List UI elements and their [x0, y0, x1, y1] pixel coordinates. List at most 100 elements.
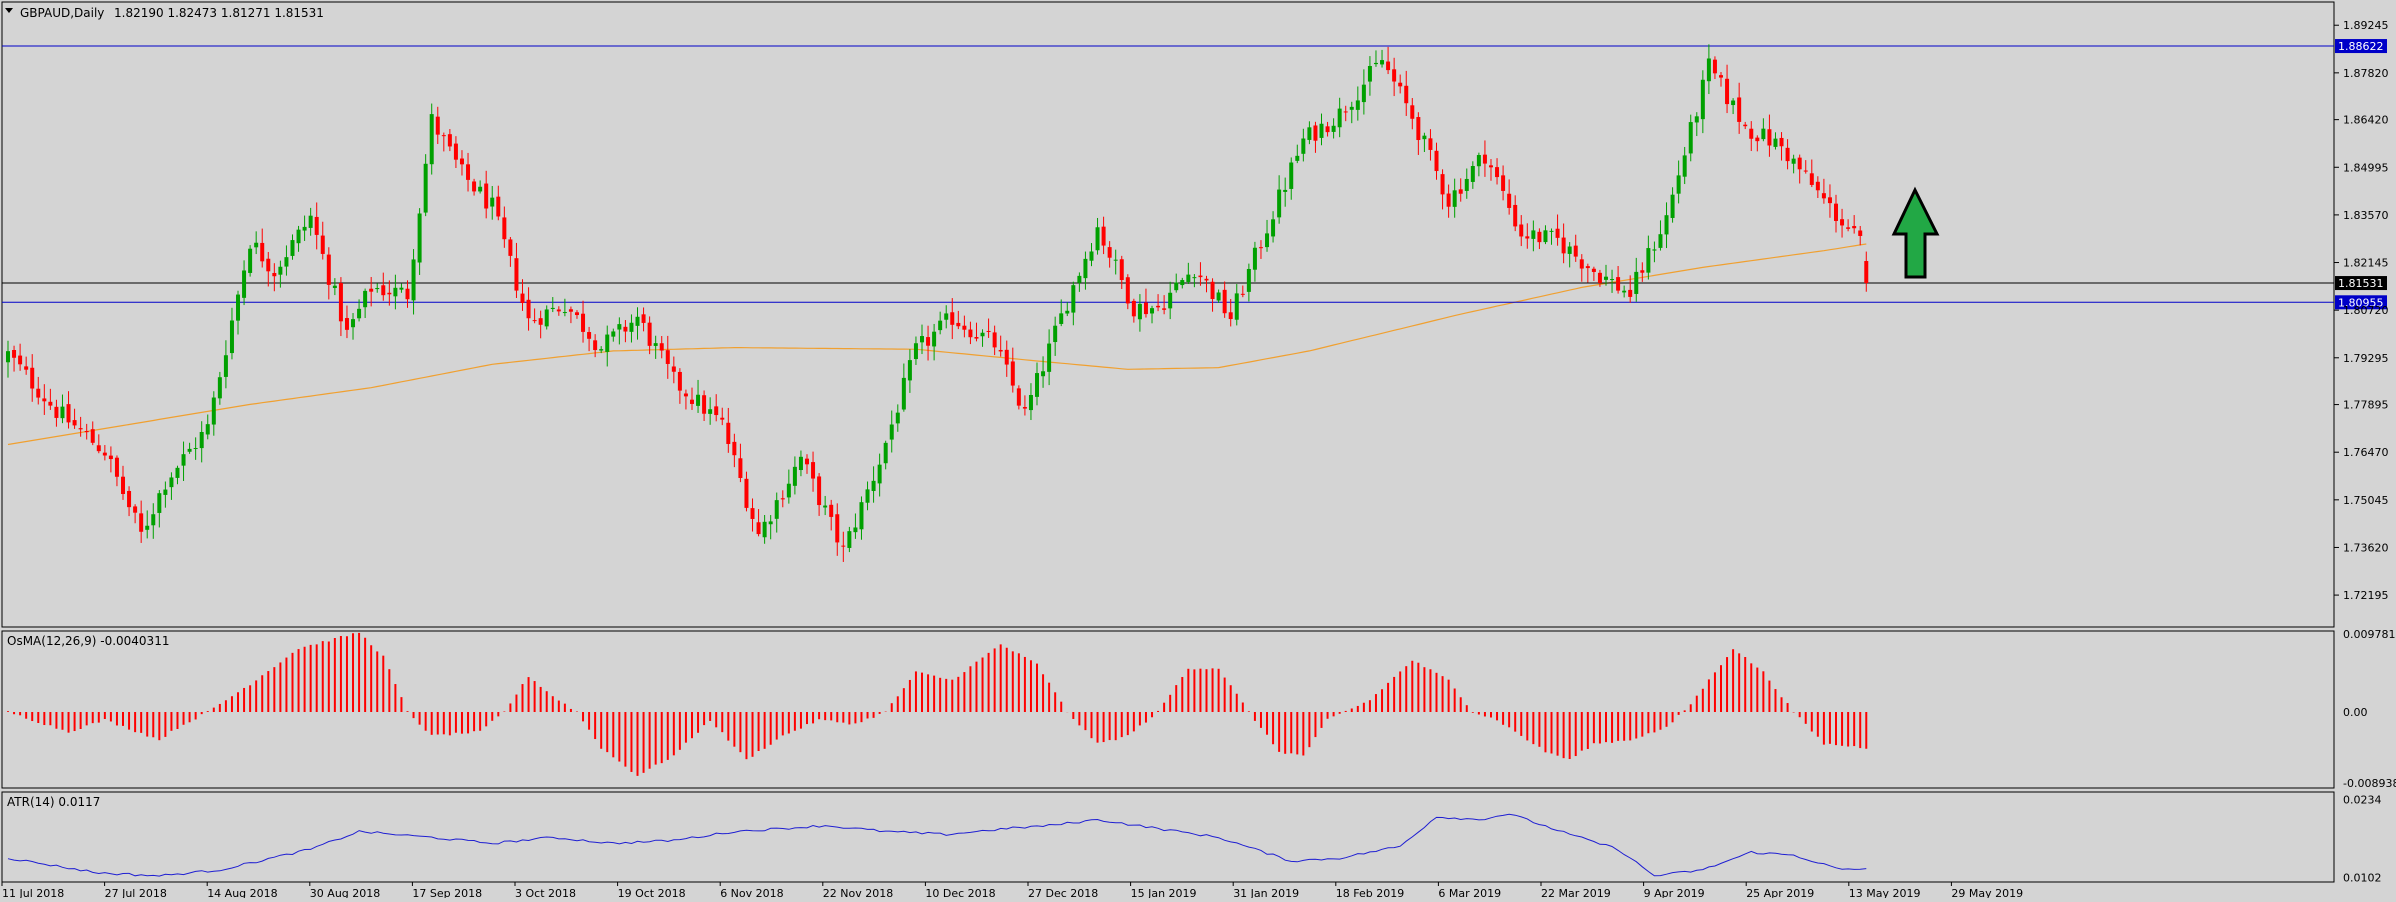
candle-body — [181, 454, 186, 466]
candle-body — [236, 294, 241, 321]
candle-body — [538, 318, 543, 325]
candle-body — [544, 309, 549, 327]
candle-body — [750, 508, 755, 519]
atr-panel[interactable] — [1, 791, 2335, 883]
candle-body — [1767, 129, 1772, 146]
osma-panel[interactable] — [1, 630, 2335, 789]
dropdown-triangle-icon[interactable] — [5, 8, 13, 13]
candle-body — [1240, 293, 1245, 295]
candle-body — [399, 287, 404, 290]
time-axis-label: 27 Dec 2018 — [1028, 887, 1098, 898]
candle-body — [1634, 271, 1639, 294]
candle-body — [205, 424, 210, 435]
time-axis-label: 18 Feb 2019 — [1336, 887, 1404, 898]
candle-body — [121, 476, 126, 495]
candle-body — [248, 248, 253, 273]
candle-body — [980, 332, 985, 337]
candle-body — [163, 489, 168, 495]
price-axis-label: 1.80720 — [2343, 304, 2389, 317]
candle-body — [792, 466, 797, 486]
candle-body — [1204, 278, 1209, 281]
candle-body — [66, 404, 71, 423]
osma-axis-label: 0.00 — [2343, 706, 2368, 719]
candle-body — [950, 312, 955, 325]
candle-body — [459, 158, 464, 165]
candle-body — [1168, 292, 1173, 309]
candle-body — [344, 318, 349, 330]
candle-body — [199, 431, 204, 449]
moving-average-line — [7, 243, 1867, 446]
candle-body — [1579, 259, 1584, 269]
candle-body — [1573, 245, 1578, 257]
candle-body — [726, 422, 731, 444]
candle-body — [1797, 157, 1802, 170]
candle-body — [581, 313, 586, 332]
candle-body — [944, 313, 949, 320]
candle-body — [1712, 59, 1717, 74]
candle-body — [774, 500, 779, 519]
candle-body — [641, 314, 646, 323]
candle-body — [1773, 138, 1778, 147]
candle-body — [1101, 226, 1106, 246]
candle-body — [556, 309, 561, 312]
candle-body — [193, 448, 198, 450]
price-axis-label: 1.84995 — [2343, 161, 2389, 174]
candle-body — [1083, 258, 1088, 279]
symbol-label: GBPAUD,Daily — [20, 6, 104, 20]
candle-body — [441, 135, 446, 137]
candle-body — [1476, 155, 1481, 167]
candle-body — [1053, 325, 1058, 343]
candle-body — [1628, 289, 1633, 297]
candle-body — [1192, 277, 1197, 279]
atr-axis-label: 0.0234 — [2343, 794, 2382, 807]
candle-body — [568, 309, 573, 312]
last-price-tag — [2335, 276, 2387, 291]
candle-body — [508, 239, 513, 256]
candle-body — [1507, 193, 1512, 208]
candle-body — [42, 398, 47, 402]
up-arrow-icon — [1891, 186, 1940, 279]
price-panel[interactable] — [1, 1, 2335, 628]
candle-body — [998, 349, 1003, 352]
price-axis-label: 1.72195 — [2343, 589, 2389, 602]
candle-body — [1640, 270, 1645, 273]
candle-body — [1470, 166, 1475, 182]
level-price-tag-label: 1.80955 — [2338, 296, 2384, 309]
candle-body — [1258, 247, 1263, 249]
candle-body — [653, 343, 658, 346]
candle-body — [1035, 373, 1040, 397]
candle-body — [54, 406, 59, 418]
candle-body — [1301, 138, 1306, 154]
candle-body — [1143, 302, 1148, 315]
candle-body — [720, 417, 725, 420]
candle-body — [1743, 124, 1748, 127]
price-axis-label: 1.79295 — [2343, 352, 2389, 365]
candle-body — [417, 213, 422, 263]
candle-body — [72, 420, 77, 426]
candle-body — [30, 367, 35, 389]
candle-body — [1137, 303, 1142, 320]
time-axis-label: 22 Nov 2018 — [823, 887, 893, 898]
candle-body — [453, 143, 458, 160]
candle-body — [823, 505, 828, 508]
candle-body — [1246, 268, 1251, 292]
candle-body — [435, 116, 440, 135]
candle-body — [260, 242, 265, 262]
candle-body — [962, 325, 967, 330]
candle-body — [157, 493, 162, 513]
candle-body — [932, 331, 937, 347]
time-axis-label: 15 Jan 2019 — [1131, 887, 1197, 898]
candle-body — [901, 377, 906, 410]
candle-body — [302, 226, 307, 231]
candle-body — [968, 329, 973, 338]
candle-body — [683, 393, 688, 397]
candle-body — [1271, 219, 1276, 237]
candle-body — [1289, 162, 1294, 189]
candle-body — [496, 196, 501, 217]
time-axis-label: 9 Apr 2019 — [1644, 887, 1705, 898]
candle-body — [1779, 137, 1784, 147]
candle-body — [1440, 174, 1445, 195]
candle-body — [1222, 289, 1227, 314]
candle-body — [478, 186, 483, 192]
